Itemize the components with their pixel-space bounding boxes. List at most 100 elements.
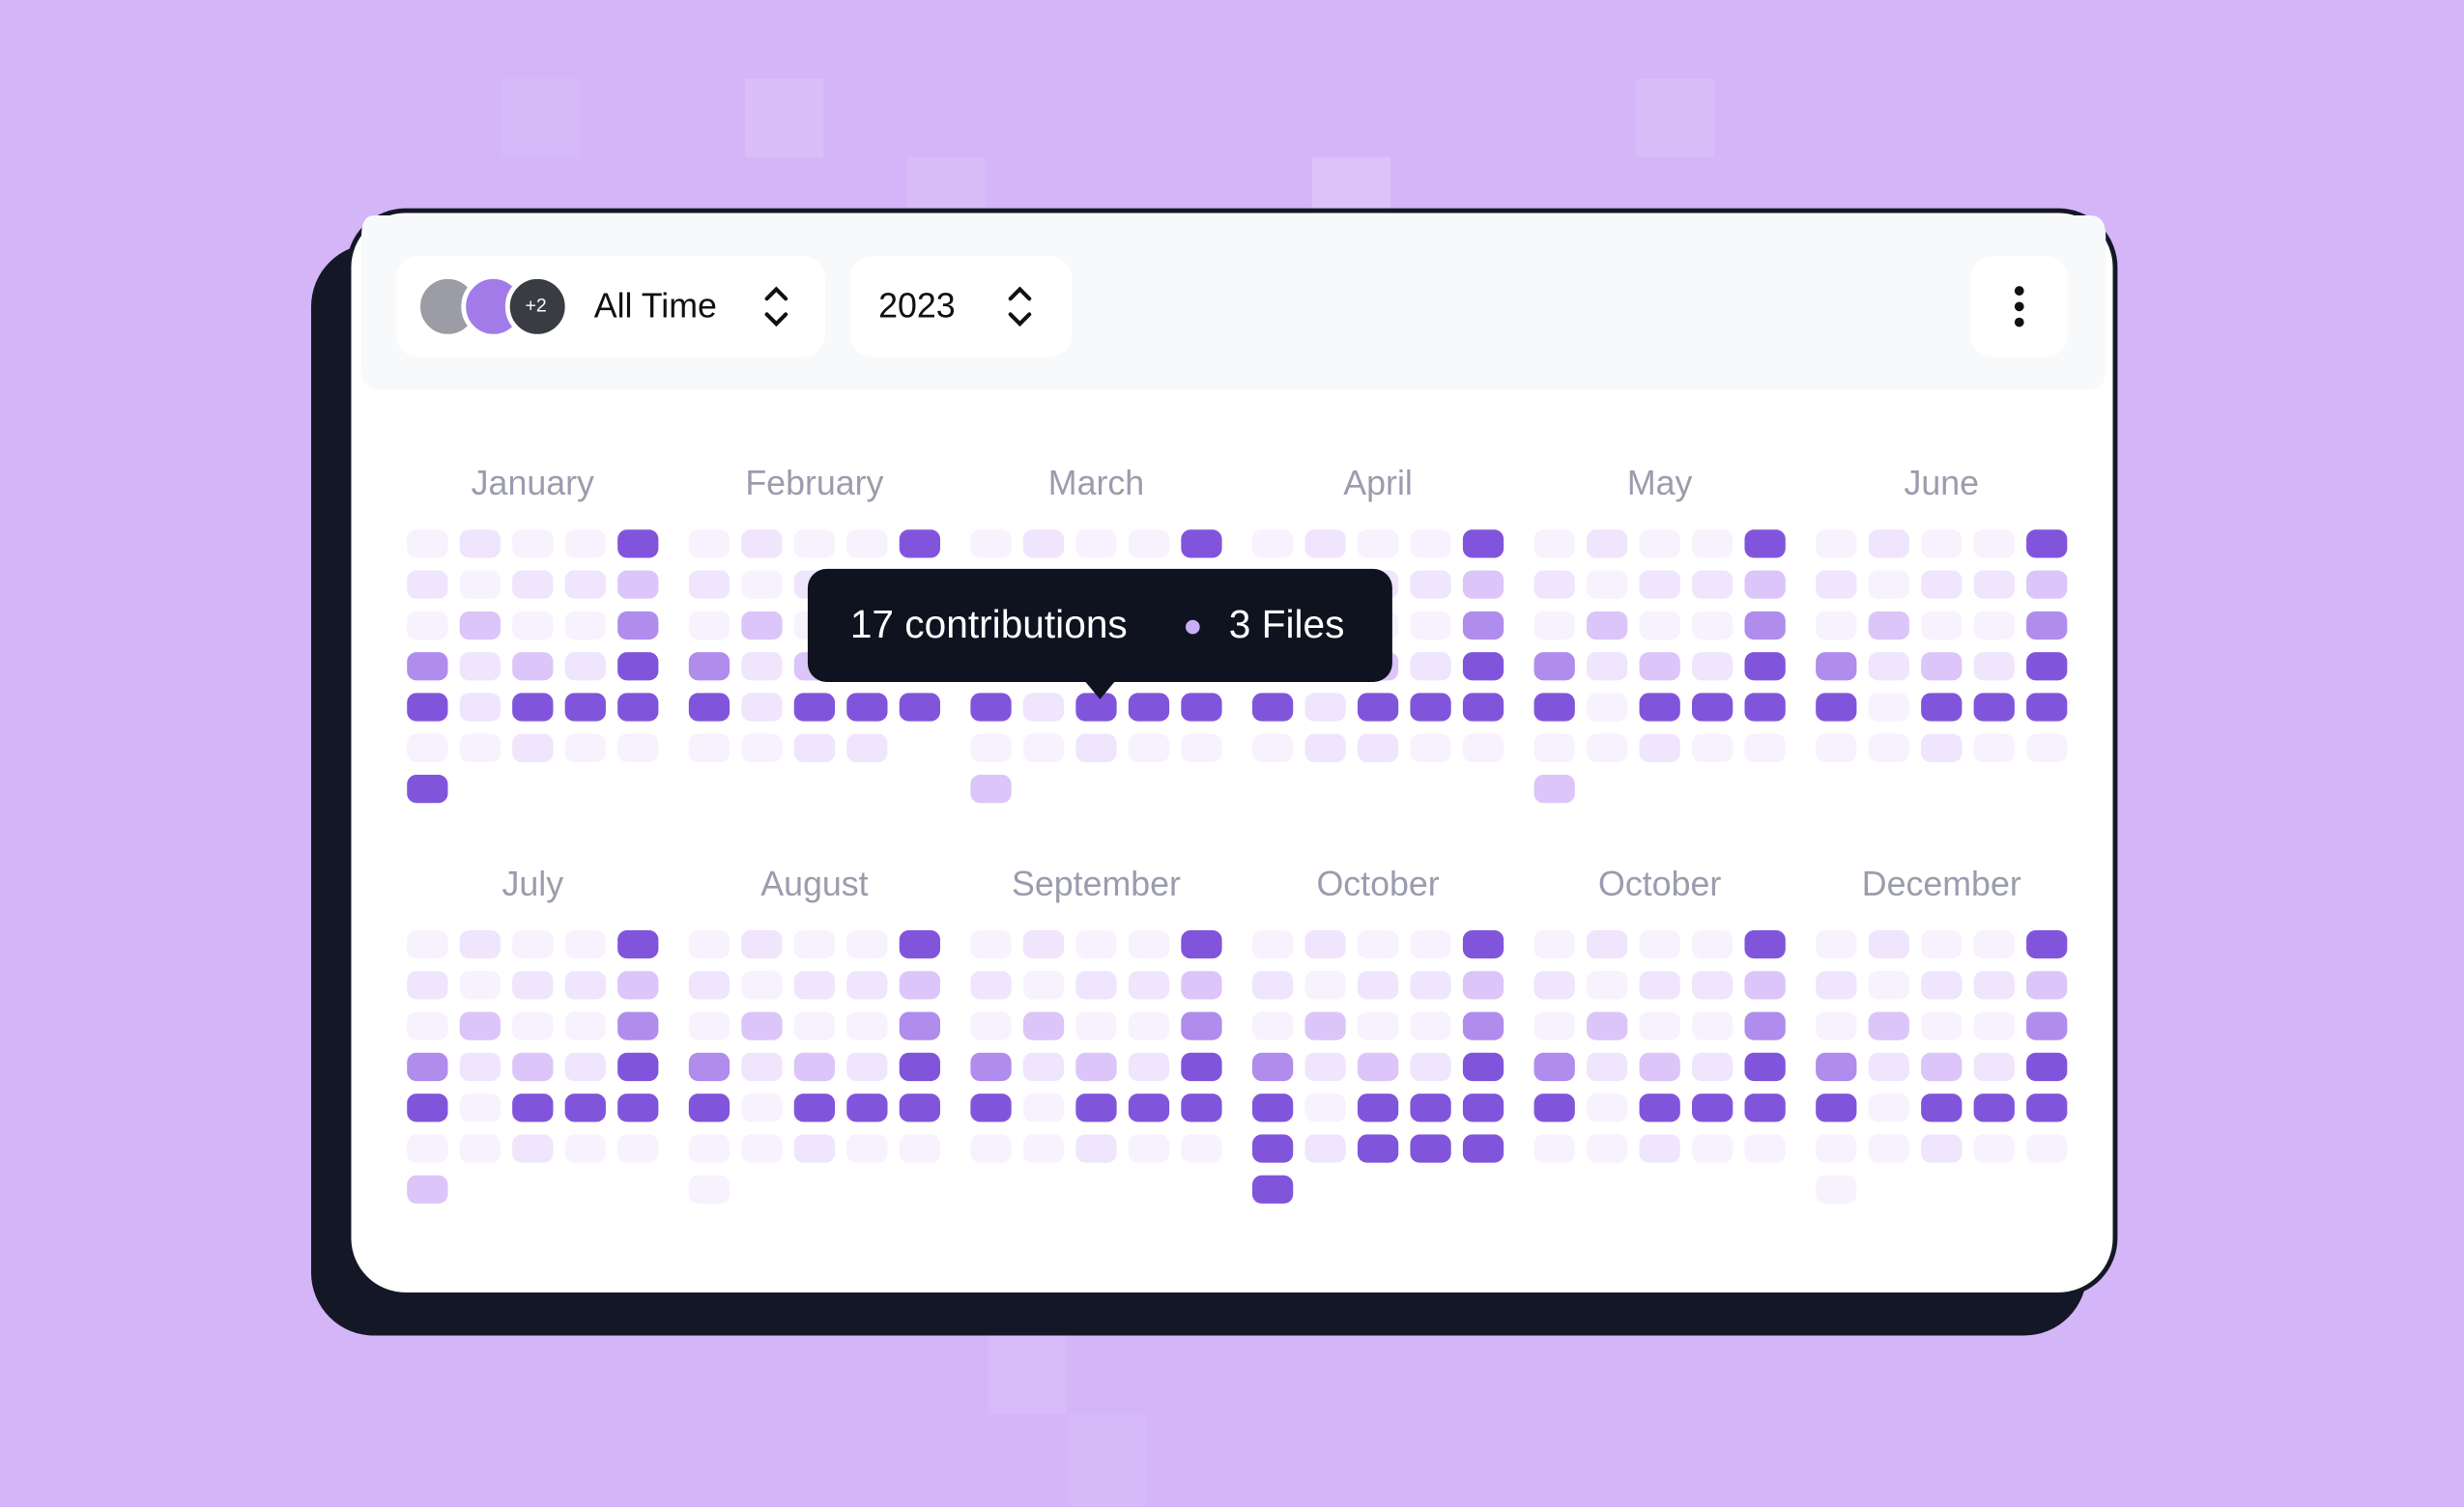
day-cell xyxy=(407,733,448,762)
day-cell xyxy=(1533,971,1575,1000)
month-label: August xyxy=(760,865,868,903)
day-cell xyxy=(1022,929,1065,959)
day-cell xyxy=(1022,1052,1065,1082)
day-cell xyxy=(2026,652,2068,681)
day-cell xyxy=(1304,1052,1346,1082)
day-cell xyxy=(741,1094,783,1123)
day-cell xyxy=(2026,1052,2068,1082)
day-cell xyxy=(1181,693,1222,722)
day-cell xyxy=(1304,529,1346,558)
background-tiles xyxy=(501,78,1715,1507)
day-cell xyxy=(1462,570,1504,599)
tooltip-files: 3 Files xyxy=(1229,602,1345,646)
day-cell xyxy=(1973,929,2015,959)
day-cell xyxy=(407,971,448,1000)
day-cell xyxy=(1816,1134,1857,1163)
day-cell xyxy=(741,1011,783,1040)
day-cell xyxy=(1868,1011,1909,1040)
day-cell xyxy=(459,1052,501,1082)
day-cell xyxy=(688,929,731,959)
day-cell xyxy=(1410,652,1451,681)
day-cell xyxy=(1128,733,1170,762)
day-cell xyxy=(1357,529,1399,558)
day-cell xyxy=(407,652,448,681)
day-cell xyxy=(1921,929,1963,959)
day-cell xyxy=(1973,733,2015,762)
day-cell xyxy=(970,693,1012,722)
day-cell xyxy=(793,1052,836,1082)
day-cell xyxy=(1022,733,1065,762)
day-cell xyxy=(1128,1094,1170,1123)
day-cell xyxy=(846,1134,888,1163)
day-cell xyxy=(793,1134,836,1163)
day-cell xyxy=(793,529,836,558)
day-cell xyxy=(564,652,606,681)
day-cell xyxy=(1816,693,1857,722)
day-cell xyxy=(512,971,554,1000)
day-cell xyxy=(970,733,1012,762)
day-cell xyxy=(459,611,501,640)
day-cell xyxy=(688,652,731,681)
day-cell xyxy=(1022,1011,1065,1040)
day-cell xyxy=(1533,1011,1575,1040)
day-cell xyxy=(1973,652,2015,681)
day-cell xyxy=(1816,733,1857,762)
day-cell xyxy=(1973,971,2015,1000)
day-cell xyxy=(688,693,731,722)
day-cell xyxy=(1075,1011,1117,1040)
day-cell xyxy=(1587,570,1628,599)
year-label: 2023 xyxy=(878,286,956,325)
avatar-more-label: +2 xyxy=(525,295,546,316)
day-cell xyxy=(1639,529,1680,558)
day-cell xyxy=(1744,1052,1786,1082)
day-cell xyxy=(459,529,501,558)
day-cell xyxy=(970,1134,1012,1163)
day-cell xyxy=(512,529,554,558)
day-cell xyxy=(512,929,554,959)
day-cell xyxy=(1868,733,1909,762)
day-cell xyxy=(459,693,501,722)
day-cell xyxy=(2026,971,2068,1000)
day-cell xyxy=(459,1134,501,1163)
day-cell xyxy=(1973,611,2015,640)
day-cell xyxy=(459,1094,501,1123)
day-cell xyxy=(512,1134,554,1163)
day-cell xyxy=(2026,570,2068,599)
day-cell xyxy=(846,693,888,722)
day-cell xyxy=(1181,929,1222,959)
day-cell xyxy=(564,1052,606,1082)
day-cell xyxy=(407,1094,448,1123)
day-cell xyxy=(1816,652,1857,681)
day-cell xyxy=(2026,1094,2068,1123)
day-cell xyxy=(564,733,606,762)
day-cell xyxy=(1692,652,1733,681)
day-cell xyxy=(741,652,783,681)
month-label: December xyxy=(1862,865,2021,903)
day-cell xyxy=(1587,929,1628,959)
day-cell xyxy=(1868,1134,1909,1163)
day-cell xyxy=(1533,1134,1575,1163)
day-cell xyxy=(407,1134,448,1163)
day-cell xyxy=(1533,652,1575,681)
day-cell xyxy=(846,1052,888,1082)
day-cell xyxy=(1357,733,1399,762)
day-cell xyxy=(1921,1134,1963,1163)
day-cell xyxy=(1868,652,1909,681)
day-cell xyxy=(564,929,606,959)
day-cell xyxy=(459,929,501,959)
day-cell xyxy=(617,529,659,558)
day-cell xyxy=(1921,971,1963,1000)
day-cell xyxy=(1251,529,1294,558)
day-cell xyxy=(970,529,1012,558)
day-cell xyxy=(1357,1052,1399,1082)
day-cell xyxy=(564,570,606,599)
day-cell xyxy=(1410,1094,1451,1123)
day-cell xyxy=(1075,1094,1117,1123)
day-cell xyxy=(459,570,501,599)
day-cell xyxy=(1744,733,1786,762)
day-cell xyxy=(1533,1052,1575,1082)
year-select[interactable] xyxy=(849,256,1073,357)
day-cell xyxy=(1639,971,1680,1000)
day-cell xyxy=(407,611,448,640)
